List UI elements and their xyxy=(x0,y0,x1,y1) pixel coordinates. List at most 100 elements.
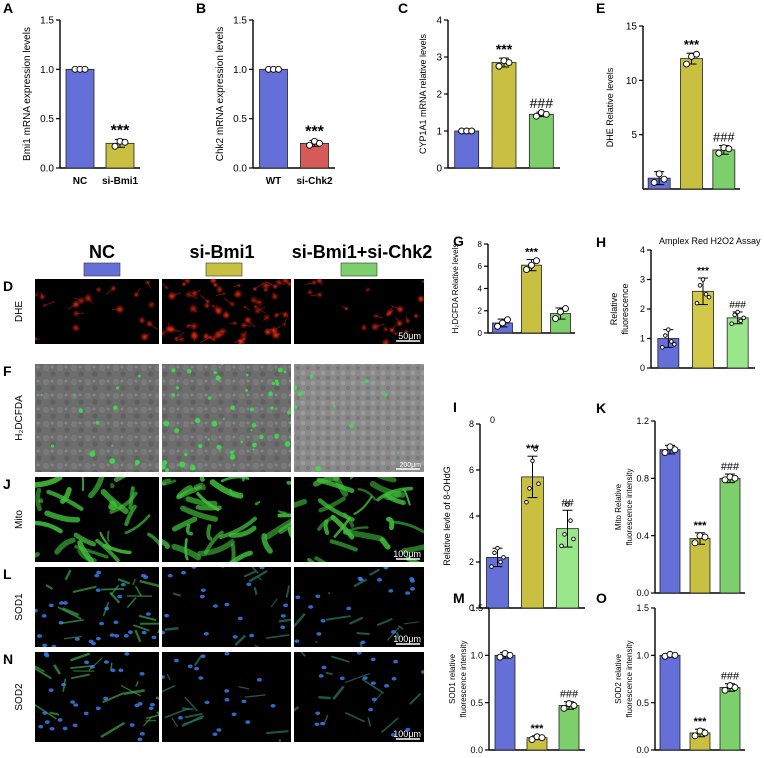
data-point xyxy=(701,729,709,737)
data-point xyxy=(741,315,746,321)
data-point xyxy=(729,321,734,327)
stain-label-n: SOD2 xyxy=(14,683,25,711)
significance-label: *** xyxy=(496,41,513,57)
category-label: NC xyxy=(73,176,87,187)
y-tick-label: 4 xyxy=(436,16,442,27)
bar xyxy=(659,654,681,751)
data-point xyxy=(111,142,119,150)
y-axis-label: CYP1A1 mRNA relative levels xyxy=(418,33,428,154)
y-tick-label: 0 xyxy=(640,363,645,373)
y-tick-label: 1 xyxy=(640,334,645,344)
bar xyxy=(659,449,681,594)
stray-zero-label: 0 xyxy=(490,415,495,425)
micrograph-image xyxy=(162,364,291,472)
chart-e: E 5 10 15 DHE Relative levels *** ### xyxy=(596,0,740,190)
data-point xyxy=(671,651,679,659)
panel-letter-g: G xyxy=(453,233,464,249)
significance-label: *** xyxy=(694,716,708,728)
data-point xyxy=(663,333,668,338)
data-point xyxy=(568,518,573,523)
data-point xyxy=(694,300,700,306)
y-tick-label: 4 xyxy=(640,245,645,255)
bar xyxy=(65,68,95,169)
significance-label: ### xyxy=(713,130,735,145)
data-point xyxy=(560,704,568,712)
data-point xyxy=(533,447,538,452)
data-point xyxy=(655,170,663,178)
data-point xyxy=(523,266,530,274)
significance-label: ### xyxy=(560,689,579,701)
y-axis-label: fluorescence intensity xyxy=(625,469,634,546)
data-point xyxy=(693,50,700,58)
significance-label: ### xyxy=(530,95,554,111)
data-point xyxy=(506,651,514,659)
data-point xyxy=(468,127,476,135)
legend-swatch-green xyxy=(340,262,378,277)
y-tick-label: 0 xyxy=(436,164,442,175)
bar xyxy=(558,705,580,751)
y-tick-label: 2 xyxy=(640,304,645,314)
legend-swatch-blue xyxy=(83,262,121,277)
y-axis-label: Relative xyxy=(609,293,619,326)
data-point xyxy=(557,308,564,316)
y-axis-label: Bmi1 mRNA expression levels xyxy=(22,27,33,161)
data-point xyxy=(701,533,709,541)
data-point xyxy=(492,550,497,556)
significance-label: *** xyxy=(111,122,130,139)
significance-label: *** xyxy=(526,443,540,455)
data-point xyxy=(650,179,658,186)
micrograph-image xyxy=(162,567,291,647)
micrograph-image: 100μm xyxy=(294,652,424,742)
data-point xyxy=(559,543,564,549)
significance-label: *** xyxy=(684,37,700,52)
data-point xyxy=(532,112,540,120)
y-tick-label: 6 xyxy=(469,465,474,475)
data-point xyxy=(721,476,729,484)
y-tick-label: 6 xyxy=(478,262,483,271)
micrograph-image xyxy=(35,279,159,344)
y-axis-label: DHE Relative levels xyxy=(605,67,615,147)
micrograph-row-n: N SOD2 100μm xyxy=(3,651,424,742)
micrograph-image: 50μm xyxy=(294,279,424,344)
micrograph-image xyxy=(35,652,159,742)
data-point xyxy=(528,261,535,269)
data-point xyxy=(738,318,743,324)
data-point xyxy=(530,458,535,464)
data-point xyxy=(275,65,282,73)
data-point xyxy=(562,532,567,537)
chart-b: B 0.0 0.5 1.0 1.5 Chk2 mRNA expression levels… xyxy=(196,0,335,187)
data-point xyxy=(527,486,532,491)
data-point xyxy=(536,481,541,487)
panel-letter-h: H xyxy=(596,234,606,250)
y-tick-label: 5 xyxy=(631,130,637,141)
y-tick-label: 2 xyxy=(436,90,442,101)
data-point xyxy=(703,292,709,297)
data-point xyxy=(494,322,501,330)
data-point xyxy=(660,175,668,183)
data-point xyxy=(489,564,494,569)
data-point xyxy=(669,339,674,344)
y-tick-label: 0.0 xyxy=(470,745,483,755)
panel-letter-k: K xyxy=(596,400,606,416)
micrograph-image xyxy=(162,477,291,562)
header-combo-label: si-Bmi1+si-Chk2 xyxy=(292,242,433,262)
y-tick-label: 1.5 xyxy=(470,603,483,613)
y-axis-label: Chk2 mRNA expression levels xyxy=(215,27,226,162)
y-axis-label: fluorescence xyxy=(620,283,630,334)
scale-bar-label: 50μm xyxy=(398,331,421,341)
bar xyxy=(719,477,741,594)
data-point xyxy=(735,309,740,315)
data-point xyxy=(499,319,506,327)
y-tick-label: 1.5 xyxy=(233,16,247,27)
y-tick-label: 1.0 xyxy=(233,65,247,76)
y-axis-label: SOD2 relative xyxy=(614,654,623,704)
data-point xyxy=(570,702,578,709)
data-point xyxy=(571,536,576,542)
data-point xyxy=(565,502,570,507)
y-tick-label: 0.0 xyxy=(40,164,54,175)
y-axis-label: fluorescence intensity xyxy=(459,641,468,718)
data-point xyxy=(671,446,679,454)
data-point xyxy=(666,327,671,332)
